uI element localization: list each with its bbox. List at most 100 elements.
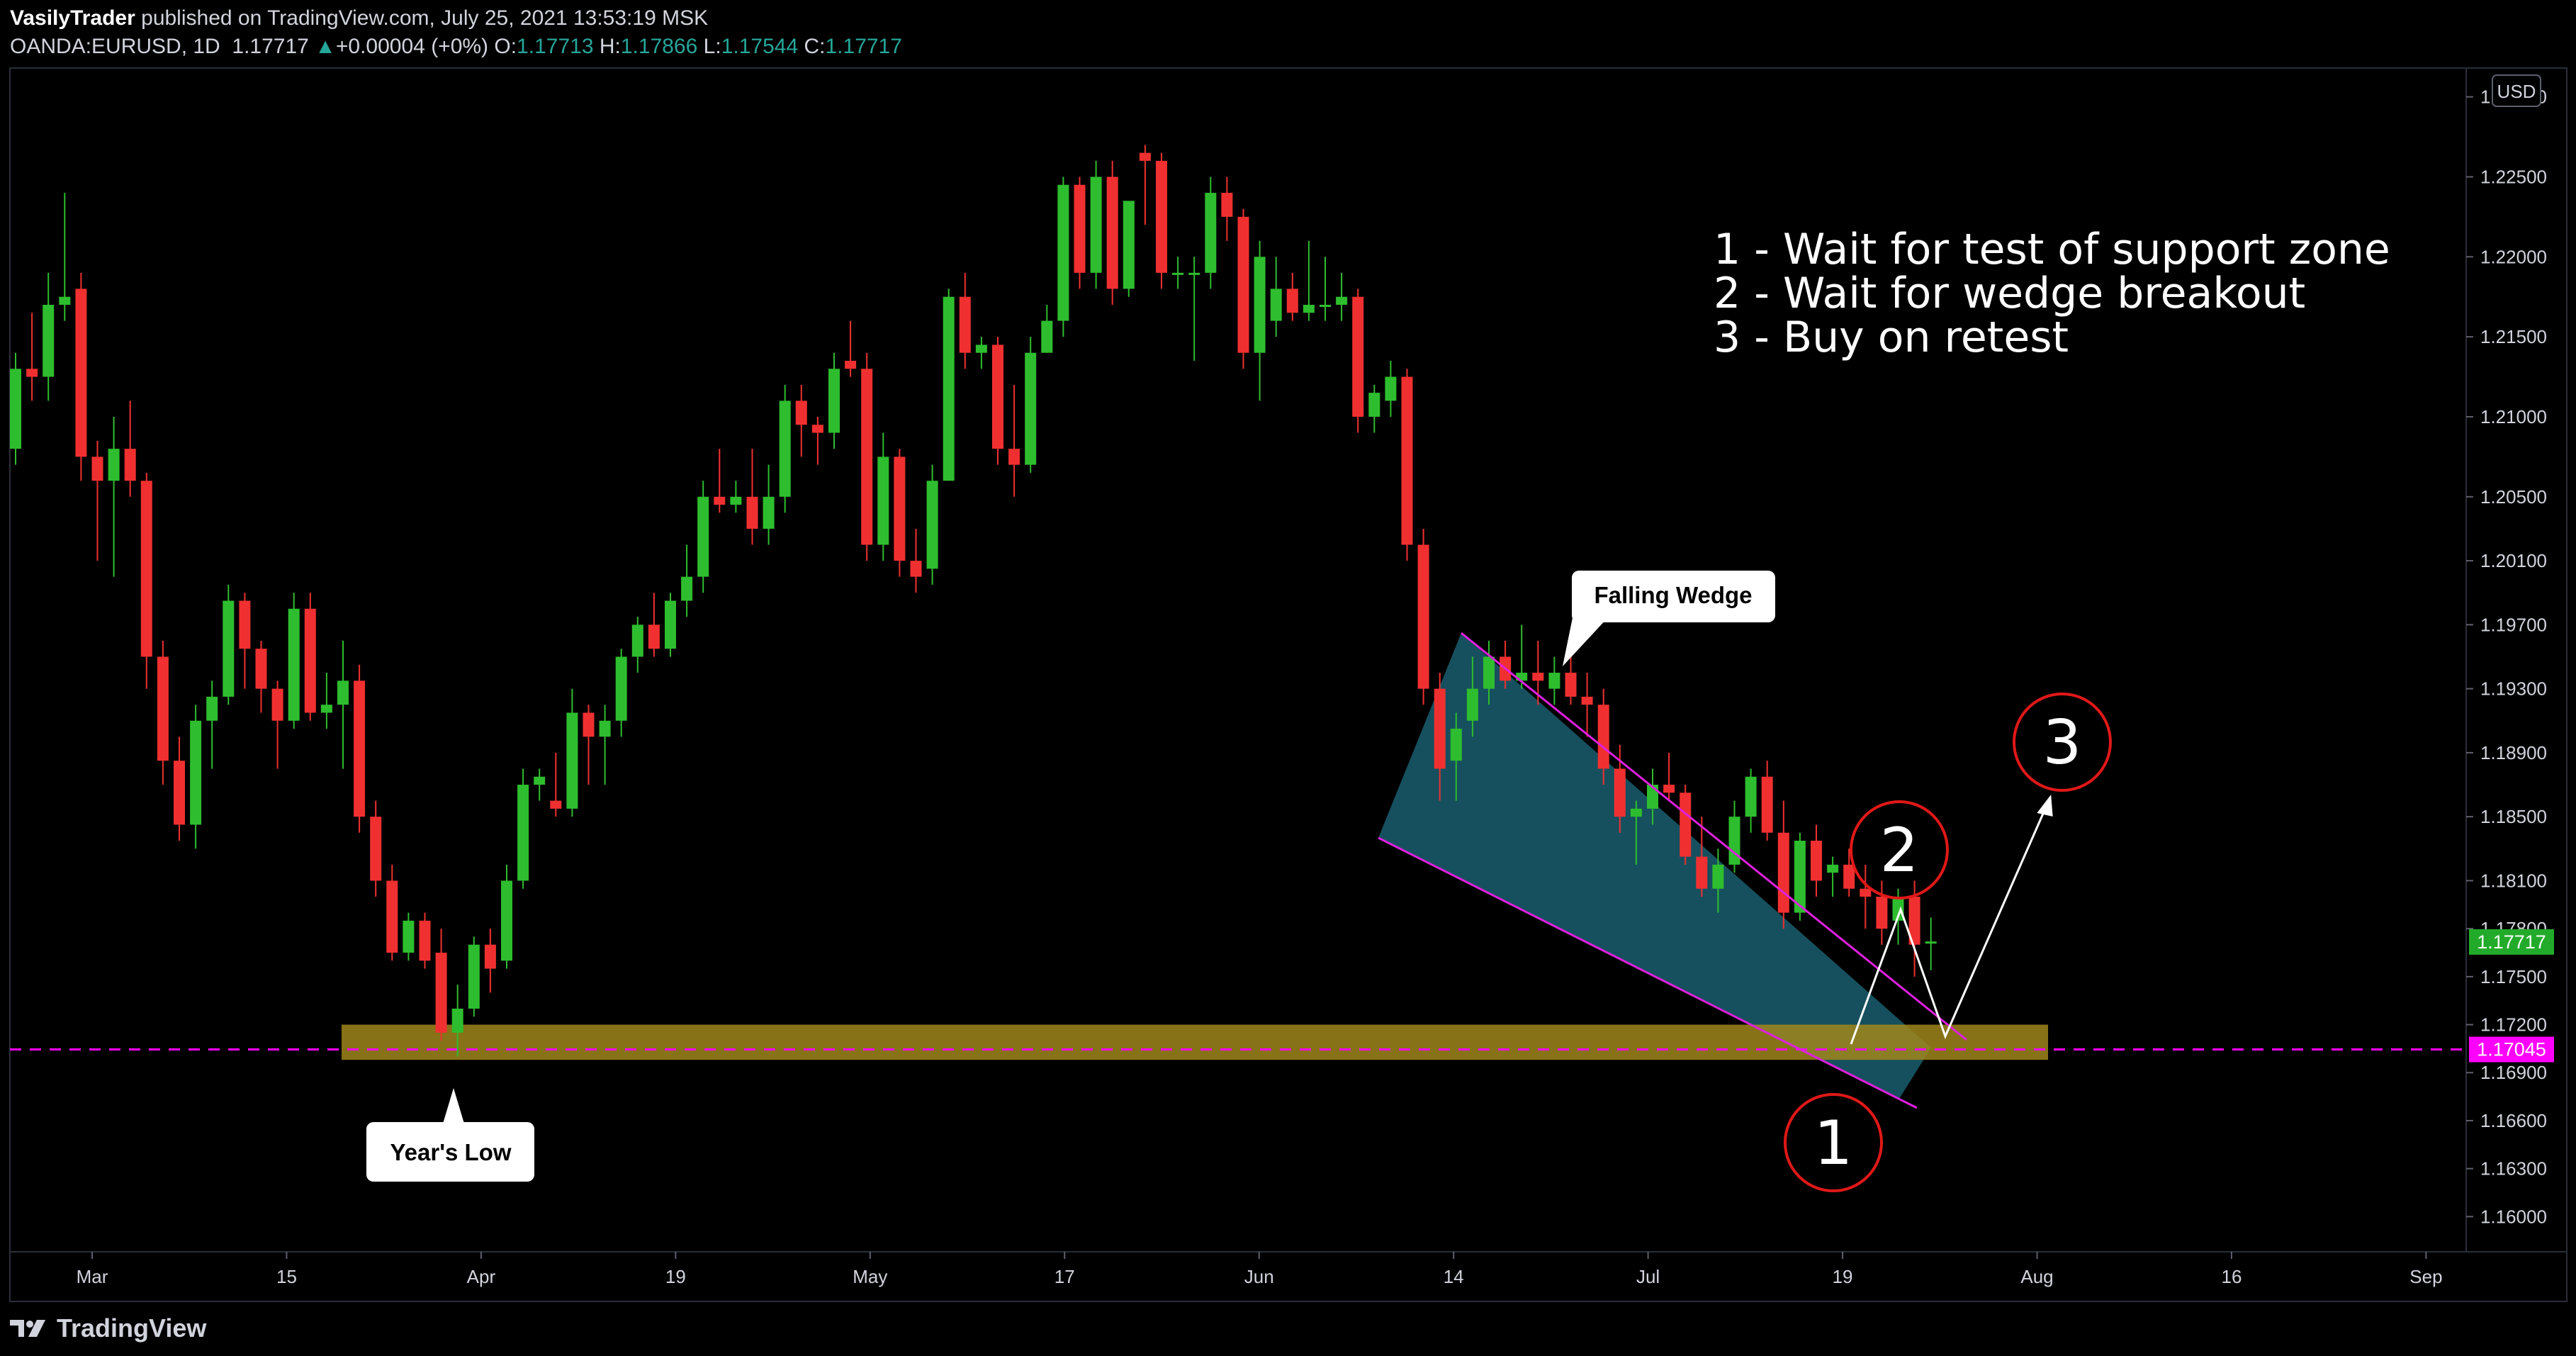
support-price-label: 1.17045 (2477, 1039, 2546, 1060)
candle (206, 680, 218, 769)
candle (1581, 673, 1593, 737)
wedge-upper-line[interactable] (1461, 632, 1967, 1041)
candle-body (1925, 941, 1937, 944)
chart-frame (9, 67, 2567, 1302)
candle (1777, 800, 1789, 929)
candle (10, 352, 21, 465)
close-value: 1.17717 (825, 35, 902, 58)
candle (288, 593, 300, 729)
footer-brand[interactable]: TradingView (10, 1307, 206, 1350)
candle (910, 528, 922, 593)
candle (1483, 640, 1495, 705)
candle-body (992, 344, 1003, 449)
candle-body (1417, 544, 1429, 689)
candle-body (468, 944, 480, 1009)
candle (566, 688, 578, 817)
candle (1123, 201, 1135, 297)
candle-body (1892, 897, 1904, 921)
candle-body (370, 817, 382, 881)
candle-body (1908, 897, 1920, 945)
candle-body (304, 608, 316, 713)
candle (1074, 176, 1086, 289)
x-tick-label: May (853, 1266, 887, 1287)
candle (861, 352, 873, 561)
currency-badge[interactable]: USD (2492, 74, 2541, 107)
candle (1286, 272, 1298, 321)
candle (943, 288, 955, 481)
chart-header: VasilyTrader published on TradingView.co… (10, 4, 902, 61)
candle-body (354, 680, 366, 817)
candle (451, 985, 463, 1057)
y-tick-label: 1.16300 (2480, 1158, 2547, 1180)
candle-body (1237, 216, 1249, 353)
circle-1-marker[interactable]: 1 (1784, 1093, 1883, 1192)
candle (403, 912, 415, 961)
candle-body (10, 369, 21, 449)
y-tick-label: 1.19300 (2480, 678, 2547, 700)
candle (1728, 800, 1740, 873)
candle-body (697, 496, 709, 577)
candle (763, 464, 775, 545)
years-low-label: Year's Low (390, 1139, 511, 1165)
candle (190, 705, 202, 849)
candle-body (1368, 393, 1380, 417)
low-label: L: (703, 35, 721, 58)
falling-wedge-callout[interactable]: Falling Wedge (1563, 571, 1775, 666)
candle-body (828, 369, 840, 433)
candle-body (1777, 832, 1789, 913)
circle-3-marker[interactable]: 3 (2013, 693, 2112, 792)
candle-body (648, 624, 660, 649)
y-tick-label: 1.16600 (2480, 1110, 2547, 1131)
brand-name: TradingView (57, 1313, 207, 1343)
candle-body (108, 449, 120, 481)
candle (583, 705, 595, 785)
time-axis[interactable]: Mar15Apr19May17Jun14Jul19Aug16Sep13 (77, 1252, 2576, 1287)
candle-body (1794, 841, 1806, 913)
candle-body (206, 696, 218, 721)
candle-body (763, 496, 775, 529)
candle (1188, 257, 1200, 361)
falling-wedge-fill (1378, 633, 1931, 1099)
candle-body (223, 600, 235, 697)
candle-body (1352, 296, 1364, 417)
candle-body (795, 400, 807, 425)
candle-body (435, 952, 447, 1033)
candle-body (1205, 193, 1217, 273)
candle (730, 481, 742, 513)
candle-body (845, 360, 857, 369)
tradingview-logo-icon (10, 1320, 45, 1337)
candle (337, 640, 349, 769)
wedge-lower-line[interactable] (1378, 836, 1918, 1109)
candle (75, 272, 87, 481)
candle (1254, 240, 1266, 401)
years-low-callout[interactable]: Year's Low (366, 1088, 534, 1182)
candle (697, 481, 709, 593)
candle-body (730, 496, 742, 505)
candle-body (1188, 272, 1200, 275)
candle (550, 752, 562, 817)
y-tick-label: 1.20100 (2480, 550, 2547, 571)
author-name[interactable]: VasilyTrader (10, 6, 135, 30)
circle-2-marker[interactable]: 2 (1850, 800, 1949, 900)
annotations: 1 - Wait for test of support zone 2 - Wa… (366, 225, 2390, 1192)
price-axis[interactable]: 1.230001.225001.220001.215001.210001.205… (2466, 86, 2547, 1228)
candle-body (1696, 856, 1708, 889)
candle-body (174, 761, 185, 825)
candle (1368, 384, 1380, 433)
candle-body (1630, 808, 1642, 817)
candle-body (1516, 673, 1528, 681)
projection-path[interactable] (1850, 797, 2052, 1045)
candle (1352, 288, 1364, 433)
candle (811, 416, 823, 465)
candle-body (1876, 897, 1888, 929)
candle (1041, 305, 1053, 353)
symbol-label[interactable]: OANDA:EURUSD, 1D (10, 35, 220, 58)
open-value: 1.17713 (517, 35, 594, 58)
candle-body (811, 425, 823, 433)
candle-body (1254, 257, 1266, 353)
candle (1827, 856, 1839, 897)
candle (1811, 824, 1822, 897)
candle (1925, 917, 1937, 970)
y-tick-label: 1.21500 (2480, 326, 2547, 347)
